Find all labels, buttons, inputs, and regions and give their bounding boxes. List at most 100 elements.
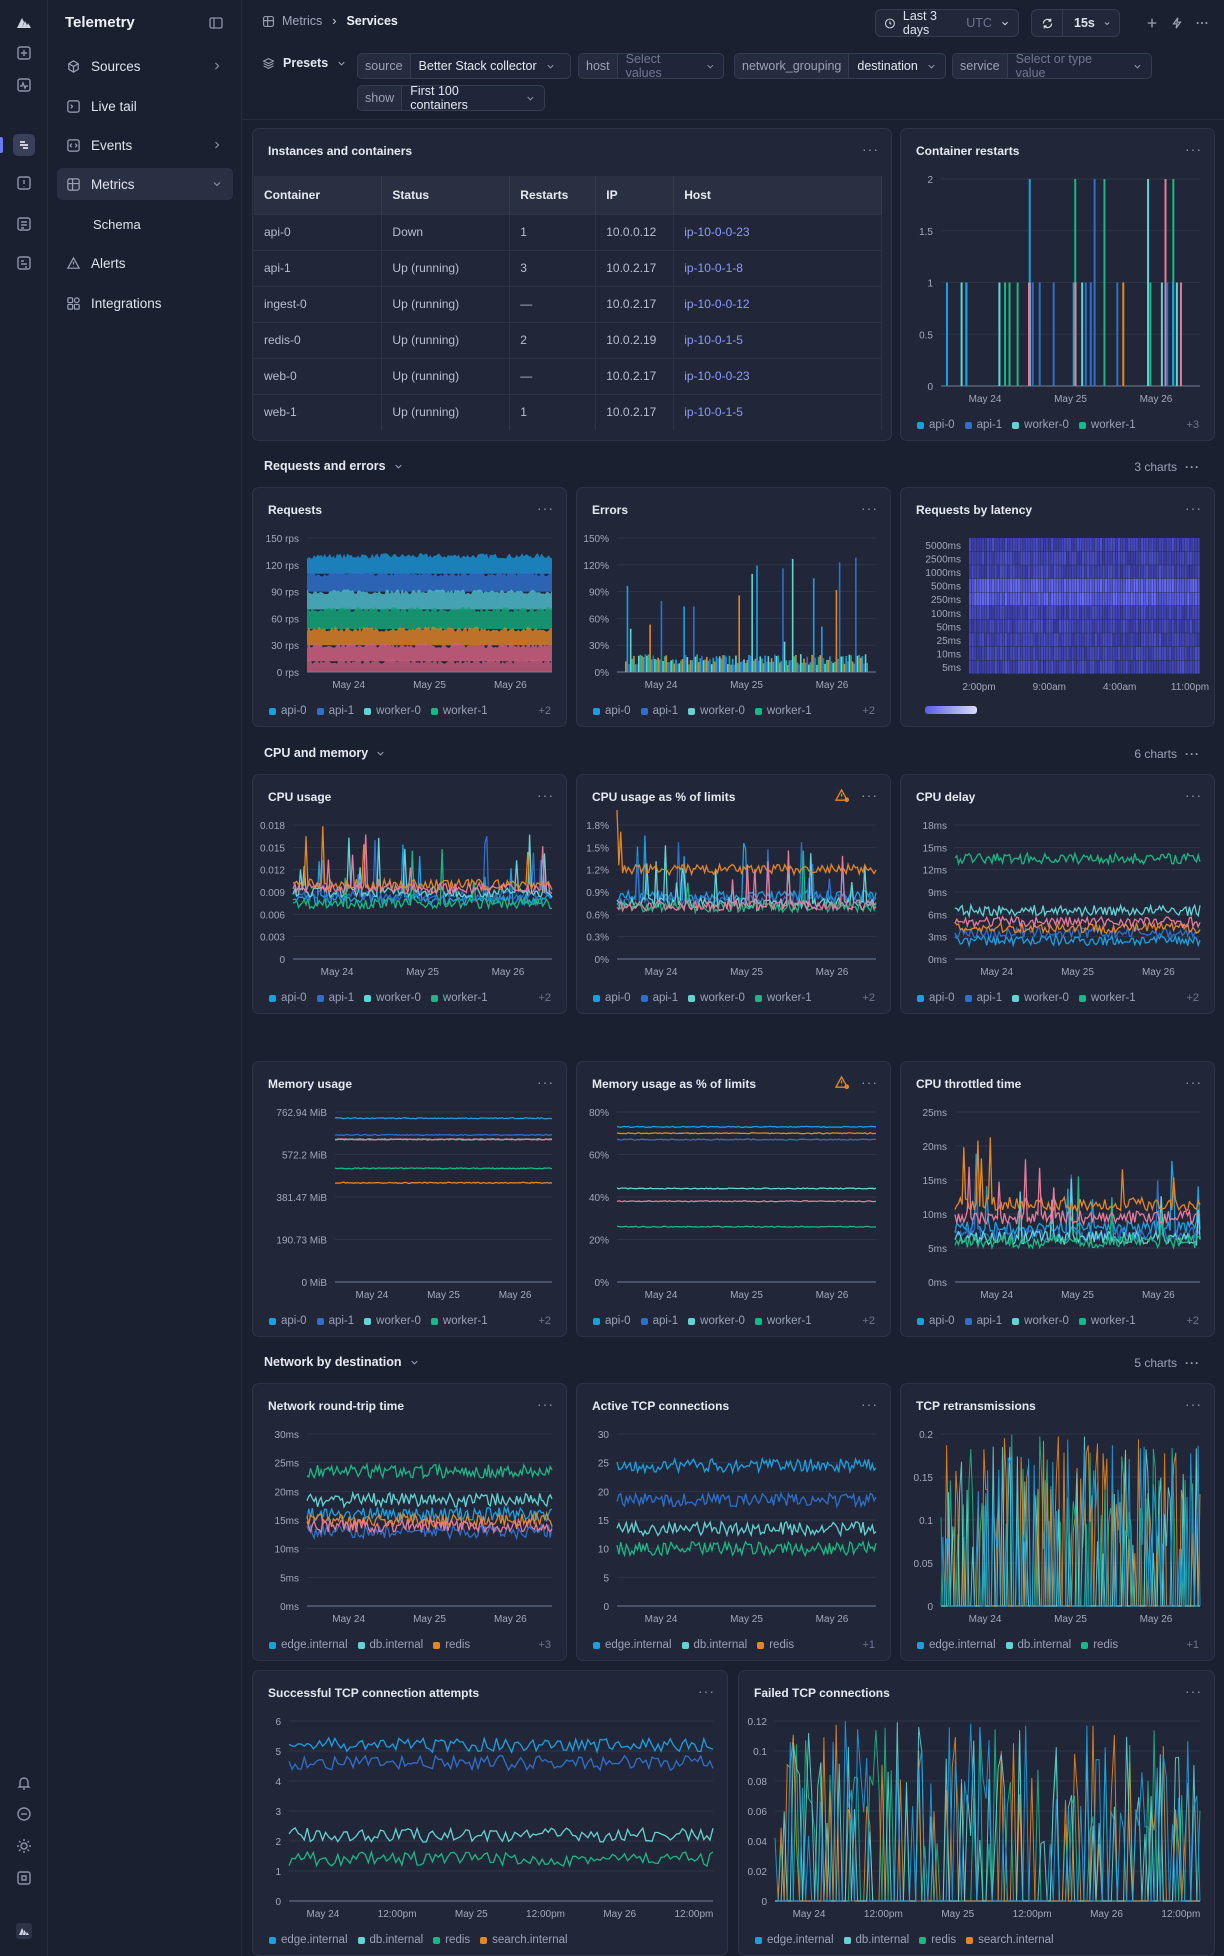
sidebar-item-integrations[interactable]: Integrations [57,287,233,319]
section-network[interactable]: Network by destination [264,1355,420,1369]
legend-item[interactable]: api-1 [964,992,1002,1004]
chart-menu-icon[interactable]: ··· [1185,787,1202,803]
section-menu-icon[interactable]: ··· [1185,460,1200,474]
table-row[interactable]: web-0 Up (running) —10.0.2.17 ip-10-0-0-23 [254,357,882,394]
chart-menu-icon[interactable]: ··· [1185,1396,1202,1412]
legend-item[interactable]: worker-1 [1078,1315,1136,1327]
warning-icon[interactable] [835,1075,850,1090]
chart-menu-icon[interactable]: ··· [861,787,878,803]
legend-item[interactable]: db.internal [357,1639,423,1651]
legend-more-count[interactable]: +3 [1186,419,1199,431]
legend-item[interactable]: redis [1081,1639,1118,1651]
host-link[interactable]: ip-10-0-1-5 [673,393,882,430]
legend-item[interactable]: worker-1 [430,705,488,717]
sidebar-item-live-tail[interactable]: Live tail [57,90,233,122]
legend-item[interactable]: redis [919,1934,956,1946]
legend-item[interactable]: redis [433,1639,470,1651]
legend-more-count[interactable]: +2 [1186,1315,1199,1327]
bolt-button[interactable] [1166,12,1188,34]
host-link[interactable]: ip-10-0-1-8 [673,249,882,286]
chart-menu-icon[interactable]: ··· [861,1396,878,1412]
legend-item[interactable]: worker-0 [688,992,745,1004]
table-row[interactable]: ingest-0 Up (running) —10.0.2.17 ip-10-0-0-… [254,285,882,322]
legend-item[interactable]: db.internal [357,1934,423,1946]
legend-item[interactable]: edge.internal [269,1934,348,1946]
refresh-button[interactable] [1031,9,1063,37]
legend-item[interactable]: db.internal [843,1934,909,1946]
legend-more-count[interactable]: +2 [862,705,875,717]
legend-item[interactable]: worker-0 [364,1315,421,1327]
legend-item[interactable]: worker-0 [688,705,745,717]
legend-item[interactable]: db.internal [681,1639,747,1651]
reports-icon[interactable] [13,252,35,274]
chart-menu-icon[interactable]: ··· [537,1074,554,1090]
presets-dropdown[interactable]: Presets [262,56,347,70]
legend-item[interactable]: api-0 [269,992,307,1004]
legend-more-count[interactable]: +1 [1186,1639,1199,1651]
sidebar-item-events[interactable]: Events [57,129,233,161]
network-grouping-filter[interactable]: network_grouping destination [734,53,946,79]
refresh-interval-select[interactable]: 15s [1062,9,1120,37]
status-page-icon[interactable] [13,213,35,235]
section-menu-icon[interactable]: ··· [1185,747,1200,761]
legend-item[interactable]: api-1 [640,1315,678,1327]
legend-item[interactable]: worker-0 [364,705,421,717]
section-requests-errors[interactable]: Requests and errors [264,459,404,473]
legend-item[interactable]: worker-1 [754,705,812,717]
legend-item[interactable]: edge.internal [755,1934,834,1946]
legend-item[interactable]: worker-0 [1012,419,1069,431]
sidebar-item-sources[interactable]: Sources [57,50,233,82]
column-header-restarts[interactable]: Restarts [509,176,597,214]
table-row[interactable]: redis-0 Up (running) 2 10.0.2.19 ip-10-0-1-5 [254,321,882,358]
legend-item[interactable]: edge.internal [917,1639,996,1651]
legend-item[interactable]: api-0 [593,705,631,717]
legend-item[interactable]: api-1 [640,705,678,717]
legend-item[interactable]: api-0 [917,1315,955,1327]
legend-item[interactable]: redis [433,1934,470,1946]
add-chart-button[interactable] [1141,12,1163,34]
chart-menu-icon[interactable]: ··· [537,787,554,803]
legend-item[interactable]: api-0 [917,419,955,431]
warning-icon[interactable] [835,788,850,803]
legend-more-count[interactable]: +1 [862,1639,875,1651]
legend-item[interactable]: search.internal [480,1934,568,1946]
logo-icon[interactable] [13,12,35,34]
legend-item[interactable]: worker-0 [1012,992,1069,1004]
table-row[interactable]: api-0 Down 1 10.0.0.12 ip-10-0-0-23 [254,213,882,250]
host-link[interactable]: ip-10-0-0-23 [673,213,882,250]
legend-item[interactable]: api-1 [964,1315,1002,1327]
command-icon[interactable] [13,1867,35,1889]
legend-more-count[interactable]: +3 [538,1639,551,1651]
host-link[interactable]: ip-10-0-0-23 [673,357,882,394]
legend-item[interactable]: redis [757,1639,794,1651]
chart-menu-icon[interactable]: ··· [1185,1074,1202,1090]
legend-item[interactable]: db.internal [1005,1639,1071,1651]
legend-more-count[interactable]: +2 [538,992,551,1004]
chart-menu-icon[interactable]: ··· [698,1683,715,1699]
sidebar-item-metrics[interactable]: Metrics [57,168,233,200]
chart-menu-icon[interactable]: ··· [537,1396,554,1412]
pulse-icon[interactable] [13,74,35,96]
legend-item[interactable]: worker-1 [754,1315,812,1327]
telemetry-icon[interactable] [13,134,35,156]
host-link[interactable]: ip-10-0-1-5 [673,321,882,358]
breadcrumb-parent[interactable]: Metrics [282,14,323,28]
card-menu-icon[interactable]: ··· [862,141,879,157]
section-cpu-memory[interactable]: CPU and memory [264,746,386,760]
legend-item[interactable]: worker-1 [754,992,812,1004]
legend-item[interactable]: api-0 [593,1315,631,1327]
legend-item[interactable]: api-1 [316,1315,354,1327]
add-square-icon[interactable] [13,42,35,64]
legend-item[interactable]: search.internal [966,1934,1054,1946]
sidebar-item-schema[interactable]: Schema [57,208,233,240]
legend-item[interactable]: api-1 [640,992,678,1004]
legend-more-count[interactable]: +2 [538,705,551,717]
sidebar-item-alerts[interactable]: Alerts [57,247,233,279]
legend-item[interactable]: edge.internal [269,1639,348,1651]
legend-more-count[interactable]: +2 [862,1315,875,1327]
column-header-ip[interactable]: IP [595,176,675,214]
chart-menu-icon[interactable]: ··· [861,500,878,516]
chart-menu-icon[interactable]: ··· [1185,141,1202,157]
column-header-status[interactable]: Status [381,176,511,214]
legend-item[interactable]: worker-1 [1078,419,1136,431]
